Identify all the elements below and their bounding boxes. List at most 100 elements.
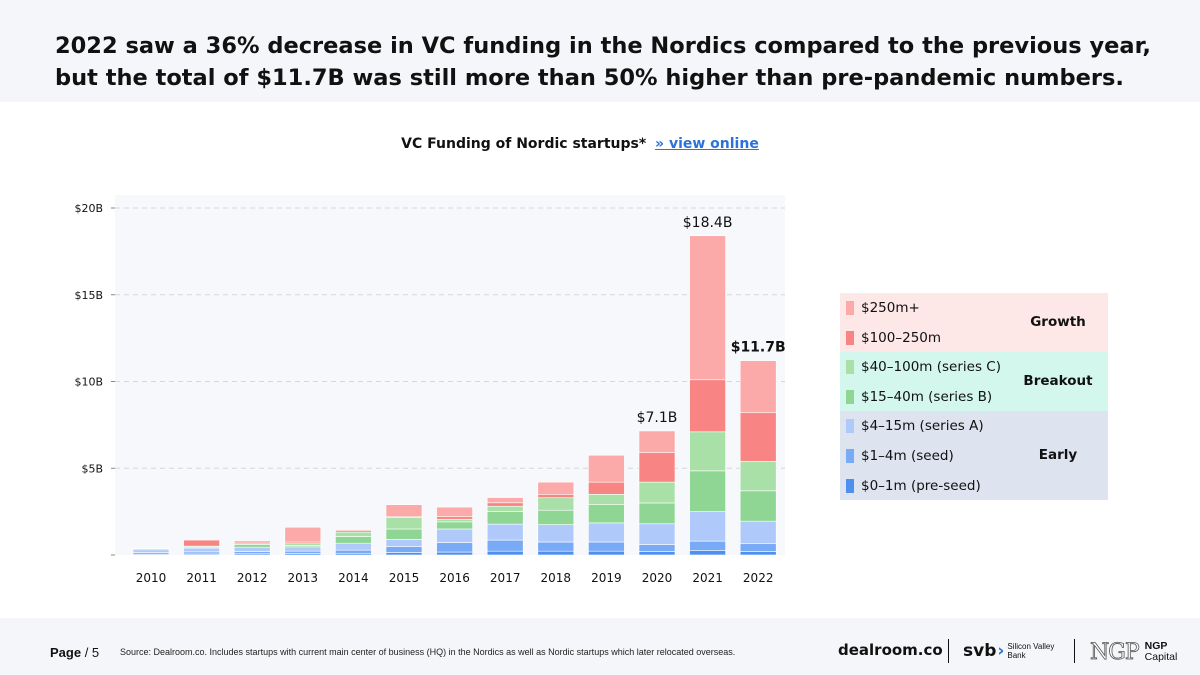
plot-area bbox=[115, 195, 785, 555]
bar-segment bbox=[486, 505, 524, 512]
bar-segment bbox=[588, 522, 625, 543]
bar-total-label: $7.1B bbox=[637, 410, 678, 426]
ngp-logo-text: NGP Capital bbox=[1145, 641, 1178, 663]
bar-segment bbox=[739, 461, 777, 492]
legend-group-label: Breakout bbox=[1023, 372, 1093, 389]
bar-segment bbox=[335, 531, 372, 537]
header-banner: 2022 saw a 36% decrease in VC funding in… bbox=[0, 0, 1200, 102]
logo-divider bbox=[1074, 639, 1075, 663]
bar-segment bbox=[537, 550, 575, 556]
legend-item: $100–250m bbox=[840, 323, 941, 353]
bar-segment bbox=[385, 546, 423, 553]
bar-segment bbox=[335, 542, 372, 551]
page-indicator: Page / 5 bbox=[50, 645, 99, 660]
bar-segment bbox=[233, 544, 271, 548]
bar-segment bbox=[537, 509, 575, 525]
bar-segment bbox=[739, 551, 777, 556]
svb-logo: svb › Silicon Valley Bank bbox=[963, 639, 1054, 663]
bar-segment bbox=[638, 481, 676, 504]
bar-segment bbox=[385, 517, 423, 530]
bar-segment bbox=[284, 550, 322, 554]
bar-segment bbox=[436, 521, 473, 530]
bar-segment bbox=[689, 511, 726, 542]
bar-segment bbox=[284, 546, 322, 552]
bar-segment bbox=[739, 360, 777, 414]
bar-segment bbox=[436, 542, 473, 553]
bar-segment bbox=[588, 541, 625, 552]
bar-segment bbox=[385, 504, 423, 518]
legend-item-label: $100–250m bbox=[861, 329, 942, 346]
headline: 2022 saw a 36% decrease in VC funding in… bbox=[55, 33, 1151, 91]
bar-segment bbox=[638, 551, 676, 556]
bar-segment bbox=[537, 493, 575, 499]
dealroom-logo: dealroom.co bbox=[838, 641, 943, 659]
legend-item: $15–40m (series B) bbox=[840, 382, 992, 412]
chart-title-text: VC Funding of Nordic startups* bbox=[401, 136, 647, 152]
page-label: Page bbox=[50, 645, 82, 660]
bar-segment bbox=[689, 540, 726, 551]
source-note: Source: Dealroom.co. Includes startups w… bbox=[120, 647, 736, 657]
x-tick-label: 2015 bbox=[389, 571, 420, 585]
bar-segment bbox=[335, 530, 372, 533]
bar-total-label: $11.7B bbox=[731, 340, 786, 356]
x-tick-label: 2016 bbox=[439, 571, 470, 585]
bar-segment bbox=[284, 526, 322, 543]
y-tick-label: $10B bbox=[74, 376, 103, 389]
svb-bank-line2: Bank bbox=[1007, 651, 1026, 660]
legend-group-breakout: $40–100m (series C) $15–40m (series B) Bre… bbox=[840, 352, 1108, 412]
x-tick-label: 2014 bbox=[338, 571, 369, 585]
bar-segment bbox=[233, 551, 271, 555]
bar-segment bbox=[638, 523, 676, 545]
bar-segment bbox=[689, 470, 726, 512]
ngp-capital-logo: NGP NGP Capital bbox=[1090, 638, 1178, 666]
legend-item: $40–100m (series C) bbox=[840, 352, 1001, 382]
x-tick-label: 2011 bbox=[186, 571, 217, 585]
bar-segment bbox=[486, 511, 524, 525]
view-online-link[interactable]: » view online bbox=[655, 136, 759, 152]
bar-segment bbox=[638, 430, 676, 453]
logo-divider bbox=[948, 639, 949, 663]
bar-segment bbox=[486, 550, 524, 556]
legend-item-label: $40–100m (series C) bbox=[861, 359, 1001, 376]
bar-segment bbox=[436, 518, 473, 523]
bar-segment bbox=[385, 552, 423, 556]
legend-item: $4–15m (series A) bbox=[840, 411, 984, 441]
bar-segment bbox=[486, 502, 524, 507]
bar-segment bbox=[689, 431, 726, 472]
bar-segment bbox=[689, 379, 726, 433]
legend-swatch bbox=[846, 419, 854, 434]
y-tick-label: $5B bbox=[81, 462, 103, 475]
bar-segment bbox=[233, 540, 271, 544]
legend-item-label: $1–4m (seed) bbox=[861, 447, 954, 464]
legend-swatch bbox=[846, 330, 854, 345]
x-tick-label: 2012 bbox=[237, 571, 268, 585]
x-tick-label: 2010 bbox=[136, 571, 167, 585]
bar-segment bbox=[537, 481, 575, 495]
bar-segment bbox=[233, 546, 271, 552]
legend-item-label: $250m+ bbox=[861, 300, 920, 316]
bar-segment bbox=[537, 524, 575, 543]
bar-segment bbox=[638, 544, 676, 552]
footer: Page / 5 Source: Dealroom.co. Includes s… bbox=[0, 618, 1200, 675]
legend-group-growth: $250m+ $100–250m Growth bbox=[840, 293, 1108, 353]
bar-segment bbox=[132, 547, 170, 550]
bar-total-label: $18.4B bbox=[683, 215, 733, 231]
x-tick-label: 2020 bbox=[642, 571, 673, 585]
bar-segment bbox=[385, 528, 423, 540]
legend-swatch bbox=[846, 478, 854, 493]
legend-swatch bbox=[846, 389, 854, 404]
legend-item: $250m+ bbox=[840, 293, 920, 323]
legend-group-label: Growth bbox=[1030, 313, 1086, 330]
x-tick-label: 2017 bbox=[490, 571, 521, 585]
bar-segment bbox=[183, 539, 220, 547]
bar-segment bbox=[436, 528, 473, 543]
bar-segment bbox=[335, 536, 372, 544]
bar-segment bbox=[638, 502, 676, 525]
bar-segment bbox=[739, 490, 777, 522]
bar-segment bbox=[638, 452, 676, 483]
page-number: / 5 bbox=[84, 645, 100, 660]
bar-segment bbox=[739, 543, 777, 552]
bar-segment bbox=[436, 516, 473, 520]
y-tick-label: $20B bbox=[74, 202, 103, 215]
